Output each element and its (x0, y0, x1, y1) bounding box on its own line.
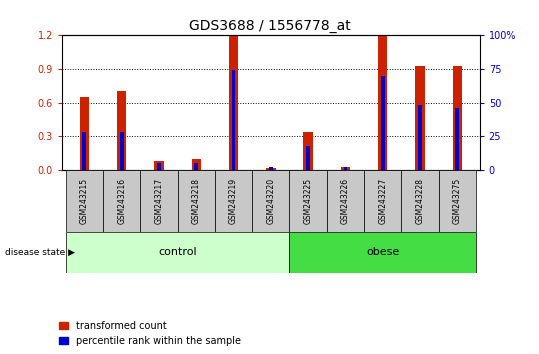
Text: GSM243216: GSM243216 (117, 178, 126, 224)
Bar (303, 132, 313, 170)
Bar (195, 163, 198, 170)
Text: GSM243226: GSM243226 (341, 178, 350, 224)
Text: GSM243225: GSM243225 (303, 178, 313, 224)
Text: GSM243217: GSM243217 (155, 178, 163, 224)
Bar (103, 170, 140, 232)
Text: GSM243215: GSM243215 (80, 178, 89, 224)
Bar (140, 170, 178, 232)
Bar (306, 146, 310, 170)
Legend: transformed count, percentile rank within the sample: transformed count, percentile rank withi… (59, 321, 241, 346)
Bar (66, 170, 103, 232)
Bar (178, 170, 215, 232)
Bar (364, 170, 402, 232)
Bar (402, 170, 439, 232)
Bar (439, 170, 476, 232)
Bar (266, 168, 275, 170)
Bar (80, 97, 89, 170)
Text: disease state ▶: disease state ▶ (5, 248, 75, 257)
Bar (381, 76, 385, 170)
Bar (341, 166, 350, 170)
Bar (252, 170, 289, 232)
Text: GSM243227: GSM243227 (378, 178, 387, 224)
Bar (455, 108, 459, 170)
Text: obese: obese (366, 247, 399, 257)
Bar (157, 163, 161, 170)
Bar (327, 170, 364, 232)
Text: control: control (158, 247, 197, 257)
Bar (289, 170, 327, 232)
Bar (378, 35, 388, 170)
Text: GSM243228: GSM243228 (416, 178, 425, 224)
Bar (191, 159, 201, 170)
Bar (418, 105, 422, 170)
Bar (120, 132, 123, 170)
Bar (154, 161, 164, 170)
Bar (229, 35, 238, 170)
Bar (117, 91, 126, 170)
Bar (343, 167, 347, 170)
Bar (215, 170, 252, 232)
Bar (416, 65, 425, 170)
Text: GDS3688 / 1556778_at: GDS3688 / 1556778_at (189, 19, 350, 34)
Text: GSM243218: GSM243218 (192, 178, 201, 224)
Bar (232, 70, 236, 170)
Bar (269, 167, 273, 170)
Text: GSM243275: GSM243275 (453, 178, 462, 224)
Bar (453, 65, 462, 170)
Text: GSM243219: GSM243219 (229, 178, 238, 224)
Bar (66, 232, 289, 273)
Bar (289, 232, 476, 273)
Text: GSM243220: GSM243220 (266, 178, 275, 224)
Bar (82, 132, 86, 170)
